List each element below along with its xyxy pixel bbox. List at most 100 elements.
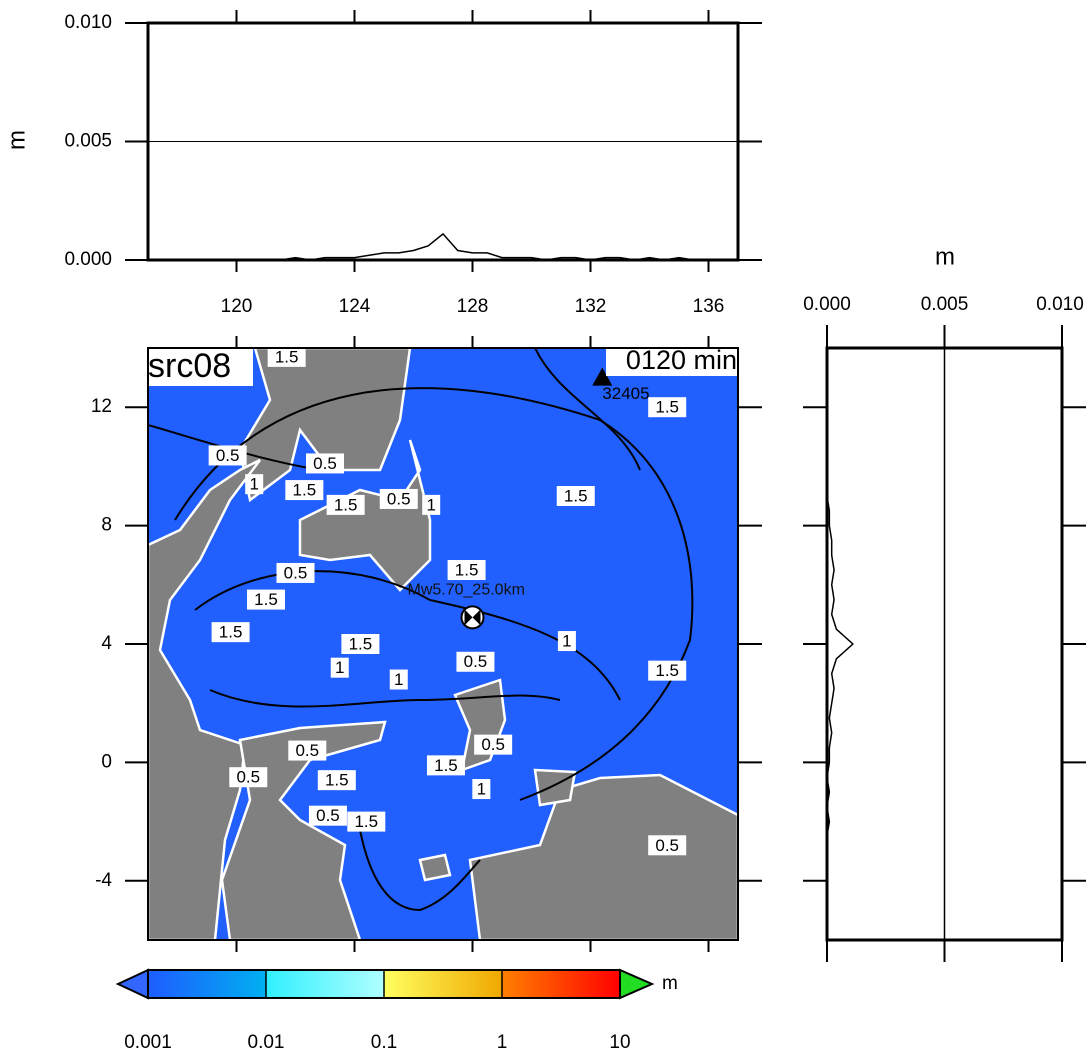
contour-label-box <box>556 486 595 506</box>
contour-label: 0.5 <box>481 735 505 754</box>
epicenter-mechanism <box>464 609 481 626</box>
contour-label: 0.5 <box>464 652 488 671</box>
data-line <box>826 348 854 940</box>
contour-label: 0.5 <box>316 806 340 825</box>
contour-label-box <box>347 811 386 832</box>
contour-label: 1 <box>477 780 486 799</box>
contour-label-box <box>447 560 486 580</box>
station-marker <box>592 367 613 386</box>
contour-label-box <box>472 779 491 800</box>
colorbar-segment <box>384 970 502 998</box>
contour-label-box <box>267 348 306 367</box>
colorbar-under <box>115 968 149 1000</box>
station-label: 32405 <box>602 384 649 403</box>
colorbar-tick-label: 0.1 <box>371 1032 397 1053</box>
contour-label: 1.5 <box>325 771 349 790</box>
contour-label: 1.5 <box>219 623 243 642</box>
x-tick-label: 136 <box>693 296 725 317</box>
contour-label-box <box>285 480 324 501</box>
contour-label: 1.5 <box>293 481 317 500</box>
contour-label: 0.5 <box>655 836 679 855</box>
x-tick-label: 120 <box>221 296 253 317</box>
y-tick-label: 8 <box>101 515 112 536</box>
y-tick-label: 4 <box>101 633 112 654</box>
y-tick-label: 0 <box>101 751 112 772</box>
contour-label-box <box>648 835 687 856</box>
contour-line <box>359 829 481 912</box>
contour-label: 1.5 <box>655 398 679 417</box>
contour-label-box <box>288 740 327 761</box>
contour-label-box <box>208 445 247 466</box>
y-tick-label: 0.005 <box>64 131 112 152</box>
contour-label: 1.5 <box>349 634 373 653</box>
contour-label-box <box>389 669 408 690</box>
map-area <box>148 348 738 940</box>
plot-frame <box>825 346 1064 942</box>
colorbar-unit: m <box>662 973 678 994</box>
x-tick-label: 128 <box>457 296 489 317</box>
y-tick-label: 0.000 <box>64 249 112 270</box>
contour-label-box <box>306 453 344 474</box>
contour-label-box <box>211 622 250 643</box>
colorbar-tick-label: 0.001 <box>124 1032 172 1053</box>
contour-label-box <box>330 657 349 678</box>
contour-label: 1 <box>394 670 403 689</box>
time-label: 0120 min <box>626 345 737 375</box>
contour-label-box <box>648 660 687 681</box>
colorbar-segment <box>148 970 266 998</box>
contour-label: 0.5 <box>284 563 308 582</box>
contour-line <box>534 348 641 471</box>
x-axis-label: m <box>935 243 955 270</box>
plot-frame <box>147 347 739 941</box>
contour-label-box <box>245 474 264 495</box>
contour-label: 1.5 <box>334 495 358 514</box>
contour-label-box <box>474 734 513 755</box>
contour-label: 1 <box>426 495 435 514</box>
colorbar-segment <box>266 970 384 998</box>
title-box <box>145 348 253 386</box>
contour-line <box>194 570 621 701</box>
contour-label: 0.5 <box>216 446 240 465</box>
contour-label-box <box>557 631 576 652</box>
contour-label: 1.5 <box>455 560 479 579</box>
y-tick-label: -4 <box>95 870 112 891</box>
colorbar-tick-label: 0.01 <box>248 1032 285 1053</box>
contour-label-box <box>422 494 441 515</box>
contour-label-box <box>341 634 380 654</box>
time-box <box>606 348 738 376</box>
y-tick-label: 0.010 <box>64 12 112 33</box>
contour-label-box <box>326 494 365 515</box>
x-tick-label: 0.000 <box>803 294 851 315</box>
x-tick-label: 132 <box>575 296 607 317</box>
contour-label: 0.5 <box>236 768 260 787</box>
y-axis-label: m <box>3 130 30 150</box>
x-tick-label: 0.005 <box>921 294 969 315</box>
contour-label: 0.5 <box>387 489 411 508</box>
plot-frame <box>146 21 740 262</box>
y-tick-label: 12 <box>91 396 112 417</box>
contour-line <box>209 689 561 708</box>
contour-label: 1.5 <box>254 590 278 609</box>
x-tick-label: 0.010 <box>1036 294 1084 315</box>
contour-label-box <box>426 755 465 776</box>
contour-label: 1.5 <box>434 756 458 775</box>
colorbar-segment <box>502 970 620 998</box>
contour-label-box <box>317 770 356 791</box>
colorbar-tick-label: 10 <box>609 1032 630 1053</box>
contour-label-box <box>276 562 315 583</box>
contour-label: 0.5 <box>295 741 319 760</box>
contour-label-box <box>247 589 285 610</box>
contour-label: 1.5 <box>275 347 299 366</box>
contour-label-box <box>648 397 687 418</box>
contour-label: 1 <box>562 632 571 651</box>
contour-label-box <box>308 805 347 826</box>
contour-label-box <box>379 488 418 509</box>
epicenter-label: Mw5.70_25.0km <box>408 582 525 599</box>
data-line <box>148 232 738 261</box>
contour-label: 1.5 <box>564 486 588 505</box>
colorbar-over <box>619 968 655 1000</box>
map-title: src08 <box>148 347 231 385</box>
contour-label: 1 <box>249 475 258 494</box>
x-tick-label: 124 <box>339 296 371 317</box>
